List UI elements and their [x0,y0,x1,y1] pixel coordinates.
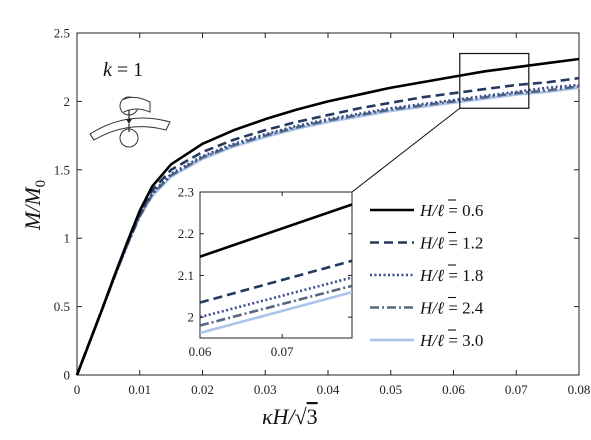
inset-series [200,203,352,335]
legend-label: H/ℓ = 3.0 [419,331,483,350]
inset-y-tick-label: 2.2 [178,226,194,241]
main-ticks: 0 0.01 0.02 0.03 0.04 0.05 0.06 0.07 0.08 0 0.5 1 1.… [54,26,591,398]
x-tick-label: 0.05 [379,382,402,397]
inset-y-tick-label: 2.3 [178,185,194,200]
inset-y-tick-label: 2.1 [178,268,194,283]
inset-plot-area [199,191,353,339]
series-line [75,85,580,376]
x-tick-label: 0.07 [505,382,528,397]
zoom-connector [351,107,461,193]
inset-background [200,192,352,338]
inset-series-line [200,259,352,304]
x-tick-label: 0.01 [128,382,151,397]
legend: H/ℓ = 0.6 H/ℓ = 1.2 H/ℓ = 1.8 H/ℓ = 2.4 H/ℓ … [361,188,559,358]
y-axis-label: M/M0 [20,180,49,231]
inset-y-tick-label: 2 [188,310,195,325]
y-tick-label: 0 [64,368,71,383]
y-tick-label: 1.5 [54,162,70,177]
series-line [75,57,580,376]
y-tick-label: 1 [64,231,71,246]
x-tick-label: 0.06 [442,382,465,397]
legend-label: H/ℓ = 1.8 [419,266,483,285]
y-tick-label: 2.5 [54,26,70,41]
x-tick-label: 0.03 [254,382,277,397]
inset-series-line [200,276,352,319]
legend-label: H/ℓ = 1.2 [419,234,483,253]
x-tick-label: 0.02 [191,382,214,397]
legend-background [361,188,559,358]
inset-ticks: 0.06 0.07 2 2.1 2.2 2.3 [178,185,352,359]
bending-schematic-icon [89,96,171,148]
annotation-text: k = 1 [103,59,143,81]
x-tick-label: 0.04 [317,382,340,397]
main-series [75,57,580,376]
x-tick-label: 0 [74,382,81,397]
y-tick-label: 0.5 [54,299,70,314]
inset-series-line [200,290,352,335]
x-axis-label: κH/√3 [262,404,318,429]
inset-x-tick-label: 0.07 [271,344,294,359]
inset-series-line [200,203,352,258]
zoom-box [459,52,530,109]
inset-x-tick-label: 0.06 [189,344,212,359]
y-tick-label: 2 [64,94,71,109]
x-tick-label: 0.08 [568,382,591,397]
legend-label: H/ℓ = 2.4 [419,299,484,318]
legend-label: H/ℓ = 0.6 [419,201,483,220]
